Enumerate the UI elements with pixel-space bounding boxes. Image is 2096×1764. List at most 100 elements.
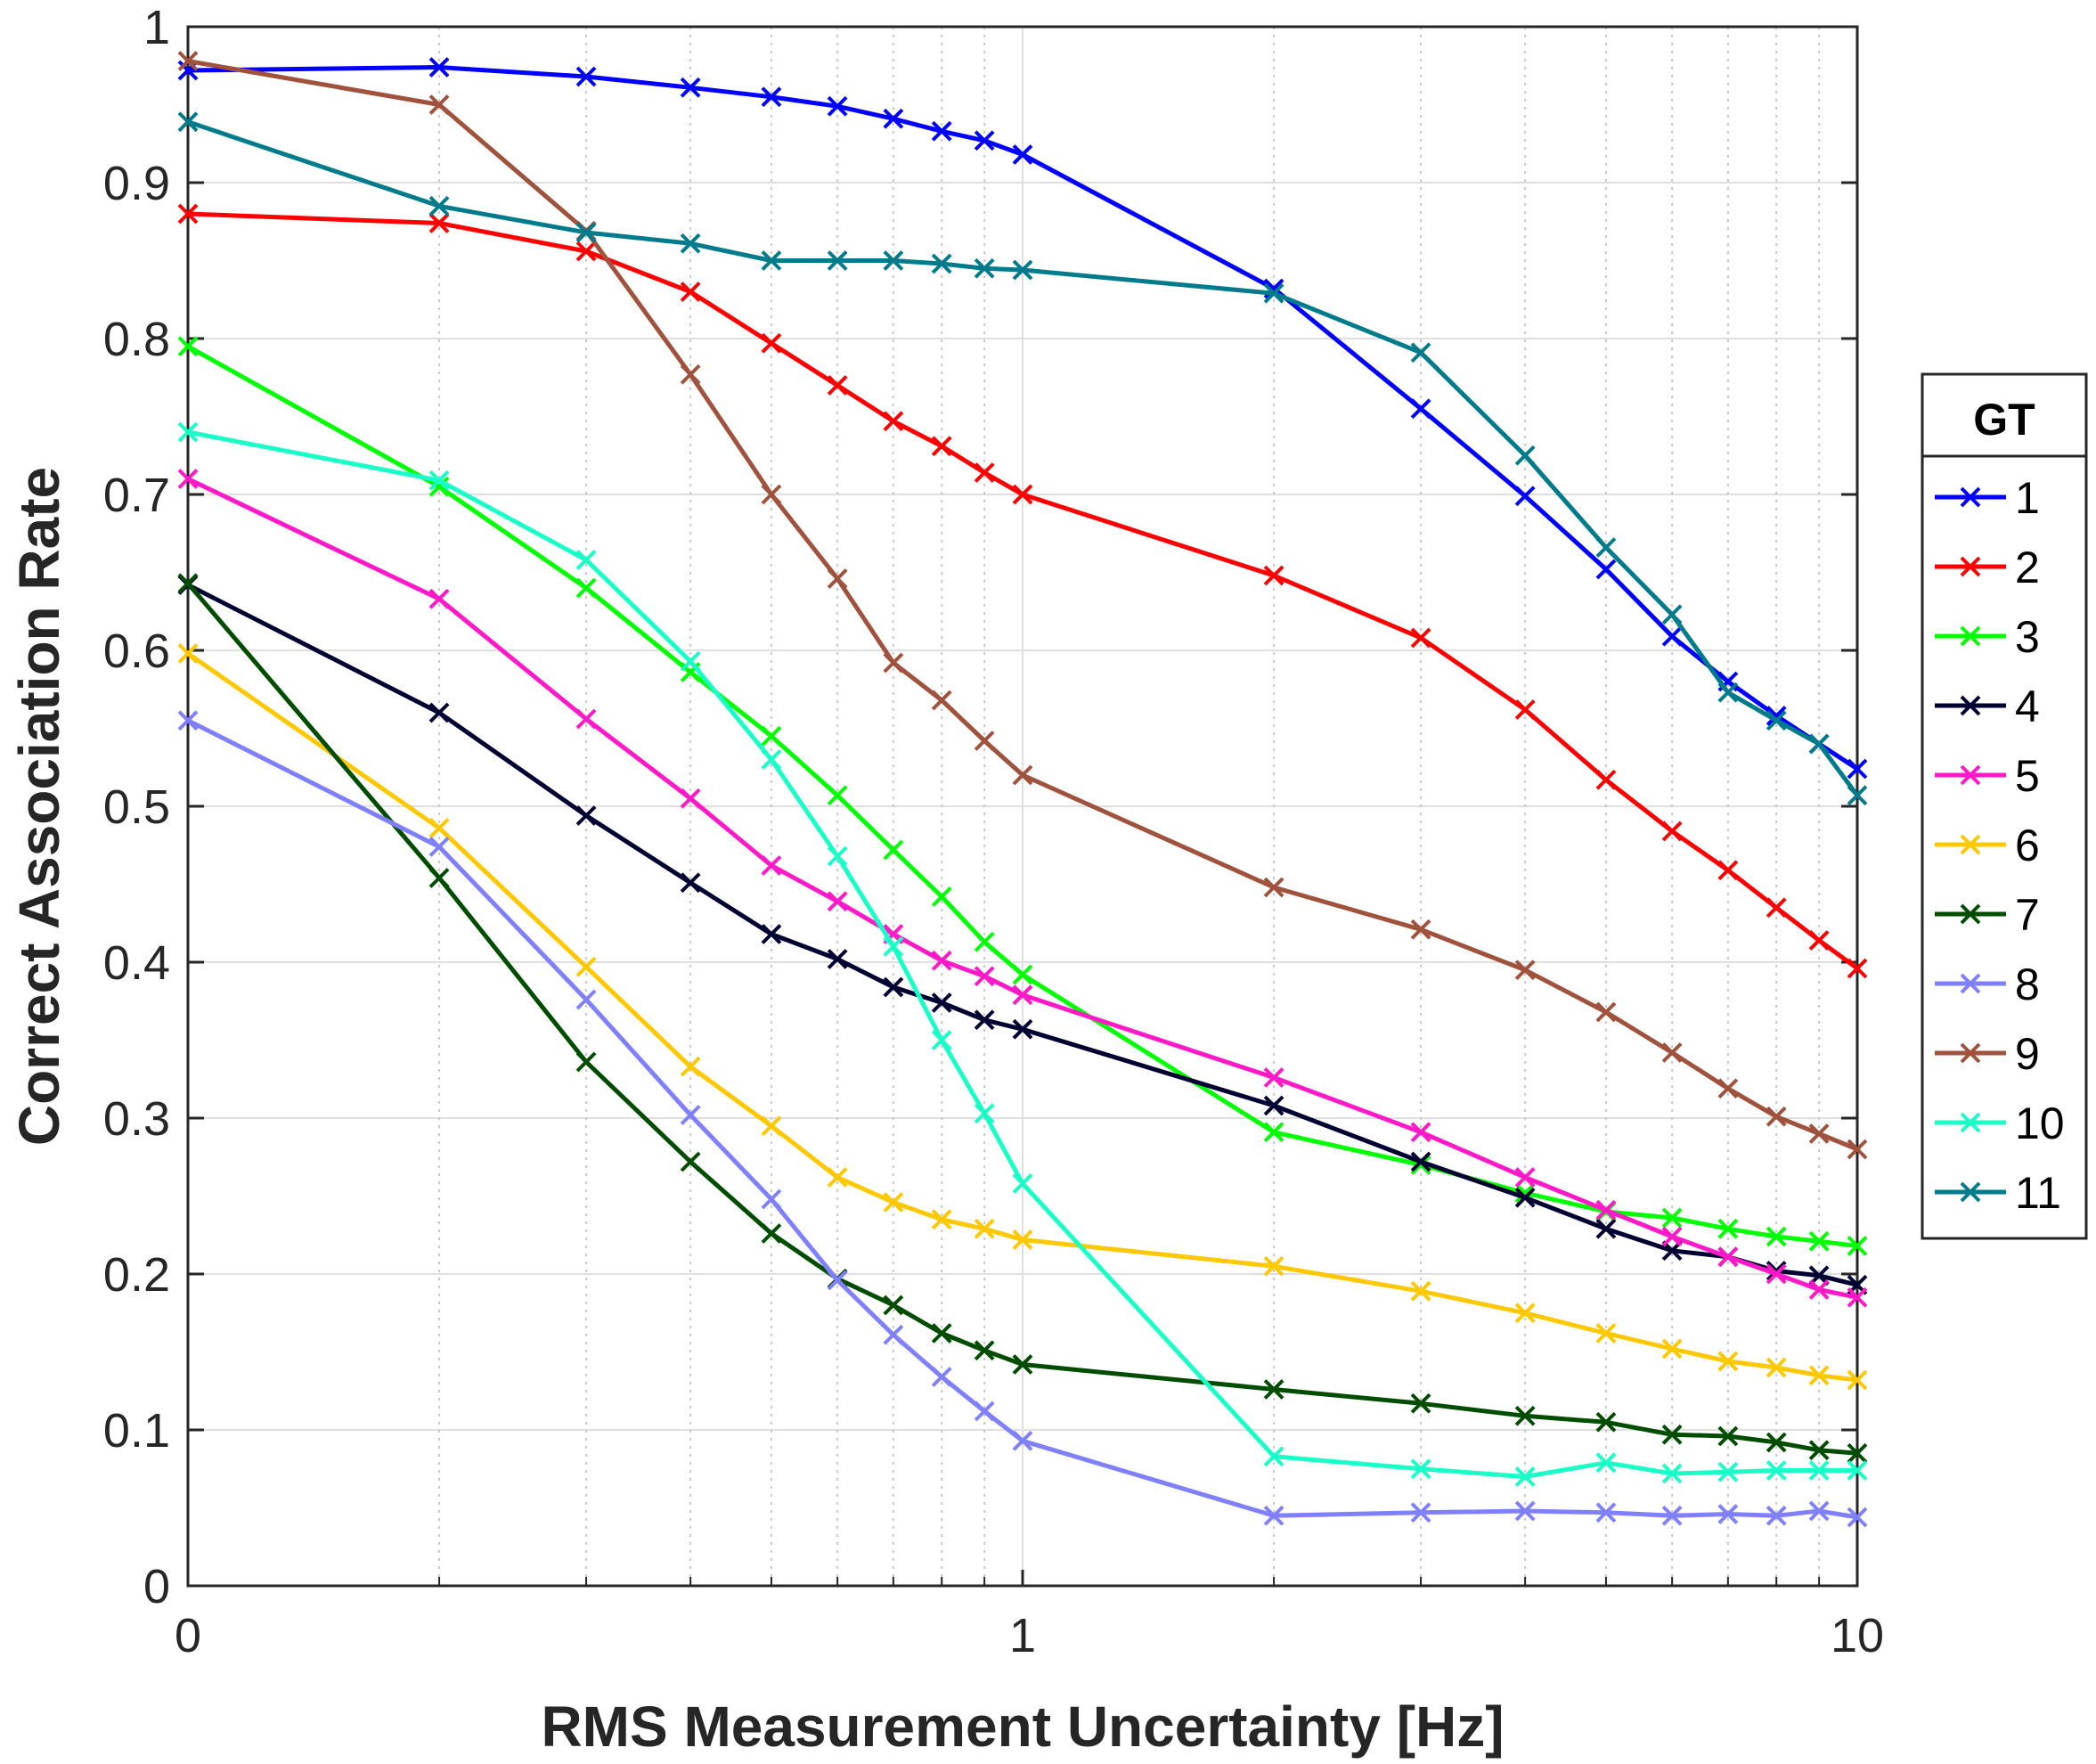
data-point [1766, 1432, 1787, 1453]
marker-stroke [1766, 1432, 1787, 1453]
marker-stroke [883, 936, 904, 957]
data-point [575, 222, 597, 243]
marker-stroke [1514, 1167, 1536, 1188]
data-point [575, 708, 597, 730]
marker-stroke [680, 872, 701, 894]
y-tick-label: 0.2 [103, 1248, 170, 1302]
data-point [931, 950, 952, 971]
data-point [761, 924, 782, 944]
data-point [1410, 1458, 1431, 1480]
marker-stroke [575, 956, 597, 977]
marker-stroke [1012, 964, 1033, 985]
data-point [1808, 1460, 1830, 1481]
data-point [931, 120, 952, 142]
legend-item-11: 11 [1935, 1168, 2061, 1218]
data-point [1808, 733, 1830, 755]
data-point [177, 421, 199, 443]
marker-stroke [177, 203, 199, 225]
marker-stroke [1012, 984, 1033, 1006]
data-point [575, 1051, 597, 1073]
x-tick-label: 0 [175, 1609, 201, 1662]
data-point [1012, 764, 1033, 786]
legend-marker [1960, 903, 1981, 925]
data-point [680, 872, 701, 894]
data-point [931, 253, 952, 274]
legend-label: 7 [2015, 890, 2040, 940]
marker-stroke [1410, 342, 1431, 363]
data-point [883, 976, 904, 998]
marker-stroke [931, 1030, 952, 1050]
data-point [931, 1323, 952, 1343]
data-point [974, 731, 995, 751]
data-point [827, 845, 848, 867]
data-point [1847, 1139, 1868, 1160]
data-point [1514, 699, 1536, 720]
marker-stroke [1808, 1460, 1830, 1481]
marker-stroke [428, 868, 450, 888]
marker-stroke [1410, 1392, 1431, 1414]
marker-stroke [1514, 486, 1536, 507]
marker-stroke [974, 1009, 995, 1031]
data-point [1847, 1507, 1868, 1528]
data-point [428, 94, 450, 115]
data-point [974, 931, 995, 952]
marker-stroke [1012, 1354, 1033, 1375]
data-point [1661, 1338, 1683, 1360]
legend-label: 10 [2015, 1098, 2065, 1148]
marker-stroke [575, 1051, 597, 1073]
data-point [827, 949, 848, 969]
y-tick-label: 1 [143, 1, 170, 54]
marker-stroke [1263, 565, 1285, 586]
legend-label: 3 [2015, 612, 2040, 662]
axis-ticks: 00.10.20.30.40.50.60.70.80.910 1 10 [103, 1, 1884, 1662]
marker-stroke [680, 363, 701, 385]
legend-marker [1960, 834, 1981, 855]
y-tick-label: 0.4 [103, 936, 170, 990]
legend-item-1: 1 [1935, 473, 2040, 523]
data-point [974, 1340, 995, 1361]
data-point [1808, 1365, 1830, 1386]
marker-stroke [575, 66, 597, 87]
data-point [761, 332, 782, 354]
data-point [1847, 1369, 1868, 1391]
marker-stroke [883, 976, 904, 998]
data-point [1766, 1106, 1787, 1127]
data-point [575, 805, 597, 826]
data-point [827, 375, 848, 396]
marker-stroke [428, 57, 450, 78]
marker-stroke [1766, 1460, 1787, 1481]
data-point [1661, 821, 1683, 842]
data-point [1661, 604, 1683, 625]
marker-stroke [1263, 1505, 1285, 1526]
marker-stroke [883, 1192, 904, 1213]
data-point [761, 1223, 782, 1244]
marker-stroke [1263, 1122, 1285, 1143]
data-point [177, 573, 199, 594]
data-point [883, 1294, 904, 1316]
data-point [1717, 1218, 1739, 1239]
marker-stroke [761, 1115, 782, 1137]
data-point [428, 470, 450, 491]
data-point [1661, 1463, 1683, 1484]
data-point [883, 250, 904, 271]
marker-stroke [1661, 821, 1683, 842]
marker-stroke [1847, 1442, 1868, 1464]
marker-stroke [761, 484, 782, 505]
marker-stroke [680, 1105, 701, 1125]
data-point [1595, 1502, 1617, 1523]
data-point [1263, 1505, 1285, 1526]
data-point [1808, 1279, 1830, 1300]
data-point [883, 411, 904, 432]
marker-stroke [827, 845, 848, 867]
marker-stroke [1514, 699, 1536, 720]
marker-stroke [1514, 960, 1536, 981]
data-point [931, 1209, 952, 1230]
marker-stroke [1717, 682, 1739, 703]
data-point [1012, 984, 1033, 1006]
marker-stroke [827, 1270, 848, 1291]
marker-stroke [1717, 1461, 1739, 1482]
data-point [575, 241, 597, 262]
data-point [1595, 1001, 1617, 1023]
marker-stroke [1595, 1001, 1617, 1023]
marker-stroke [931, 1367, 952, 1387]
